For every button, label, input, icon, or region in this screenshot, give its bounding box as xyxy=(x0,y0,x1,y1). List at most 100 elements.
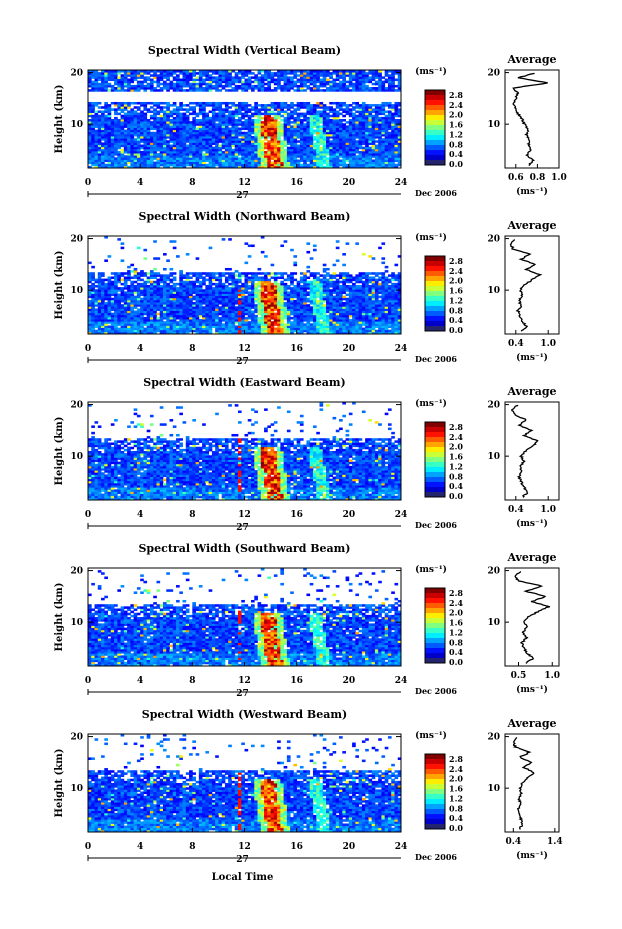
colorbar-cell xyxy=(425,613,445,619)
date-label: Dec 2006 xyxy=(415,520,457,530)
date-label: Dec 2006 xyxy=(415,686,457,696)
profile-y-tick-label: 10 xyxy=(487,784,500,794)
profile-y-tick-label: 10 xyxy=(487,286,500,296)
profile-y-tick-label: 20 xyxy=(487,567,500,577)
day-label: 27 xyxy=(236,357,249,367)
colorbar-cell xyxy=(425,442,445,448)
colorbar-cell xyxy=(425,286,445,292)
colorbar-tick-label: 0.8 xyxy=(449,637,463,647)
colorbar-tick-label: 0.8 xyxy=(449,305,463,315)
x-tick-label: 16 xyxy=(290,676,303,686)
average-title: Average xyxy=(506,551,556,564)
colorbar-tick-label: 1.6 xyxy=(449,784,463,794)
colorbar-cell xyxy=(425,427,445,433)
colorbar-tick-label: 2.8 xyxy=(449,422,463,432)
colorbar-cell xyxy=(425,130,445,136)
profile-y-tick-label: 20 xyxy=(487,733,500,743)
panel-2: Spectral Width (Northward Beam) 10 20 Heigh… xyxy=(54,210,560,367)
colorbar-cell xyxy=(425,794,445,800)
colorbar-unit: (ms⁻¹) xyxy=(415,232,447,243)
y-tick-label: 20 xyxy=(70,235,83,245)
date-label: Dec 2006 xyxy=(415,852,457,862)
x-tick-label: 8 xyxy=(189,676,195,686)
y-tick-label: 10 xyxy=(70,618,83,628)
profile-y-tick-label: 20 xyxy=(487,69,500,79)
colorbar-tick-label: 2.8 xyxy=(449,256,463,266)
colorbar-cell xyxy=(425,623,445,629)
colorbar-cell xyxy=(425,110,445,116)
colorbar-tick-label: 2.8 xyxy=(449,588,463,598)
colorbar-cell xyxy=(425,774,445,780)
profile-y-tick-label: 10 xyxy=(487,618,500,628)
y-axis-label: Height (km) xyxy=(54,251,65,320)
x-tick-label: 8 xyxy=(189,510,195,520)
x-tick-label: 0 xyxy=(85,676,91,686)
colorbar-cell xyxy=(425,140,445,146)
x-tick-label: 20 xyxy=(343,178,356,188)
x-tick-label: 4 xyxy=(137,676,143,686)
heatmap-cells xyxy=(88,236,402,335)
profile-line xyxy=(511,404,539,498)
profile-x-tick-label: 0.6 xyxy=(508,173,524,183)
colorbar-cell xyxy=(425,658,445,664)
x-tick-label: 20 xyxy=(343,842,356,852)
colorbar-cell xyxy=(425,603,445,609)
colorbar-cell xyxy=(425,281,445,287)
colorbar-cell xyxy=(425,271,445,277)
x-tick-label: 24 xyxy=(395,842,408,852)
x-tick-label: 4 xyxy=(137,842,143,852)
colorbar-cell xyxy=(425,437,445,443)
colorbar-cell xyxy=(425,593,445,599)
profile-line xyxy=(512,737,535,830)
profile-frame xyxy=(504,567,560,667)
colorbar-tick-label: 0.0 xyxy=(449,657,463,667)
y-axis-label: Height (km) xyxy=(54,85,65,154)
profile-frame xyxy=(504,69,560,169)
colorbar-frame xyxy=(424,421,446,498)
colorbar-tick-label: 0.4 xyxy=(449,647,463,657)
x-tick-label: 0 xyxy=(85,178,91,188)
colorbar-cell xyxy=(425,90,445,96)
colorbar-cell xyxy=(425,316,445,322)
profile-frame xyxy=(504,401,560,501)
x-tick-label: 24 xyxy=(395,676,408,686)
colorbar-cell xyxy=(425,472,445,478)
date-label: Dec 2006 xyxy=(415,354,457,364)
x-tick-label: 20 xyxy=(343,344,356,354)
average-title: Average xyxy=(506,717,556,730)
colorbar-tick-label: 2.8 xyxy=(449,90,463,100)
colorbar-frame xyxy=(424,89,446,166)
profile-frame xyxy=(504,733,560,833)
colorbar-tick-label: 0.4 xyxy=(449,149,463,159)
panel-3: Spectral Width (Eastward Beam) 10 20 Height… xyxy=(54,376,560,533)
x-tick-label: 8 xyxy=(189,842,195,852)
colorbar-tick-label: 2.8 xyxy=(449,754,463,764)
colorbar-cell xyxy=(425,638,445,644)
colorbar-cell xyxy=(425,326,445,332)
colorbar-cell xyxy=(425,598,445,604)
colorbar-cell xyxy=(425,301,445,307)
colorbar-tick-label: 0.0 xyxy=(449,823,463,833)
x-tick-label: 12 xyxy=(238,842,251,852)
colorbar-tick-label: 2.4 xyxy=(449,764,463,774)
colorbar-cell xyxy=(425,588,445,594)
x-tick-label: 24 xyxy=(395,510,408,520)
colorbar-cell xyxy=(425,804,445,810)
colorbar-cell xyxy=(425,160,445,166)
colorbar-cell xyxy=(425,477,445,483)
colorbar-cell xyxy=(425,628,445,634)
colorbar-tick-label: 2.4 xyxy=(449,432,463,442)
colorbar-cell xyxy=(425,100,445,106)
colorbar-cell xyxy=(425,764,445,770)
x-tick-label: 12 xyxy=(238,676,251,686)
colorbar-frame xyxy=(424,753,446,830)
panel-title: Spectral Width (Westward Beam) xyxy=(142,708,347,721)
colorbar-cell xyxy=(425,618,445,624)
x-tick-label: 0 xyxy=(85,842,91,852)
profile-line xyxy=(512,72,548,166)
colorbar-tick-label: 1.6 xyxy=(449,120,463,130)
colorbar-cell xyxy=(425,809,445,815)
colorbar-tick-label: 1.2 xyxy=(449,461,463,471)
colorbar-cell xyxy=(425,105,445,111)
